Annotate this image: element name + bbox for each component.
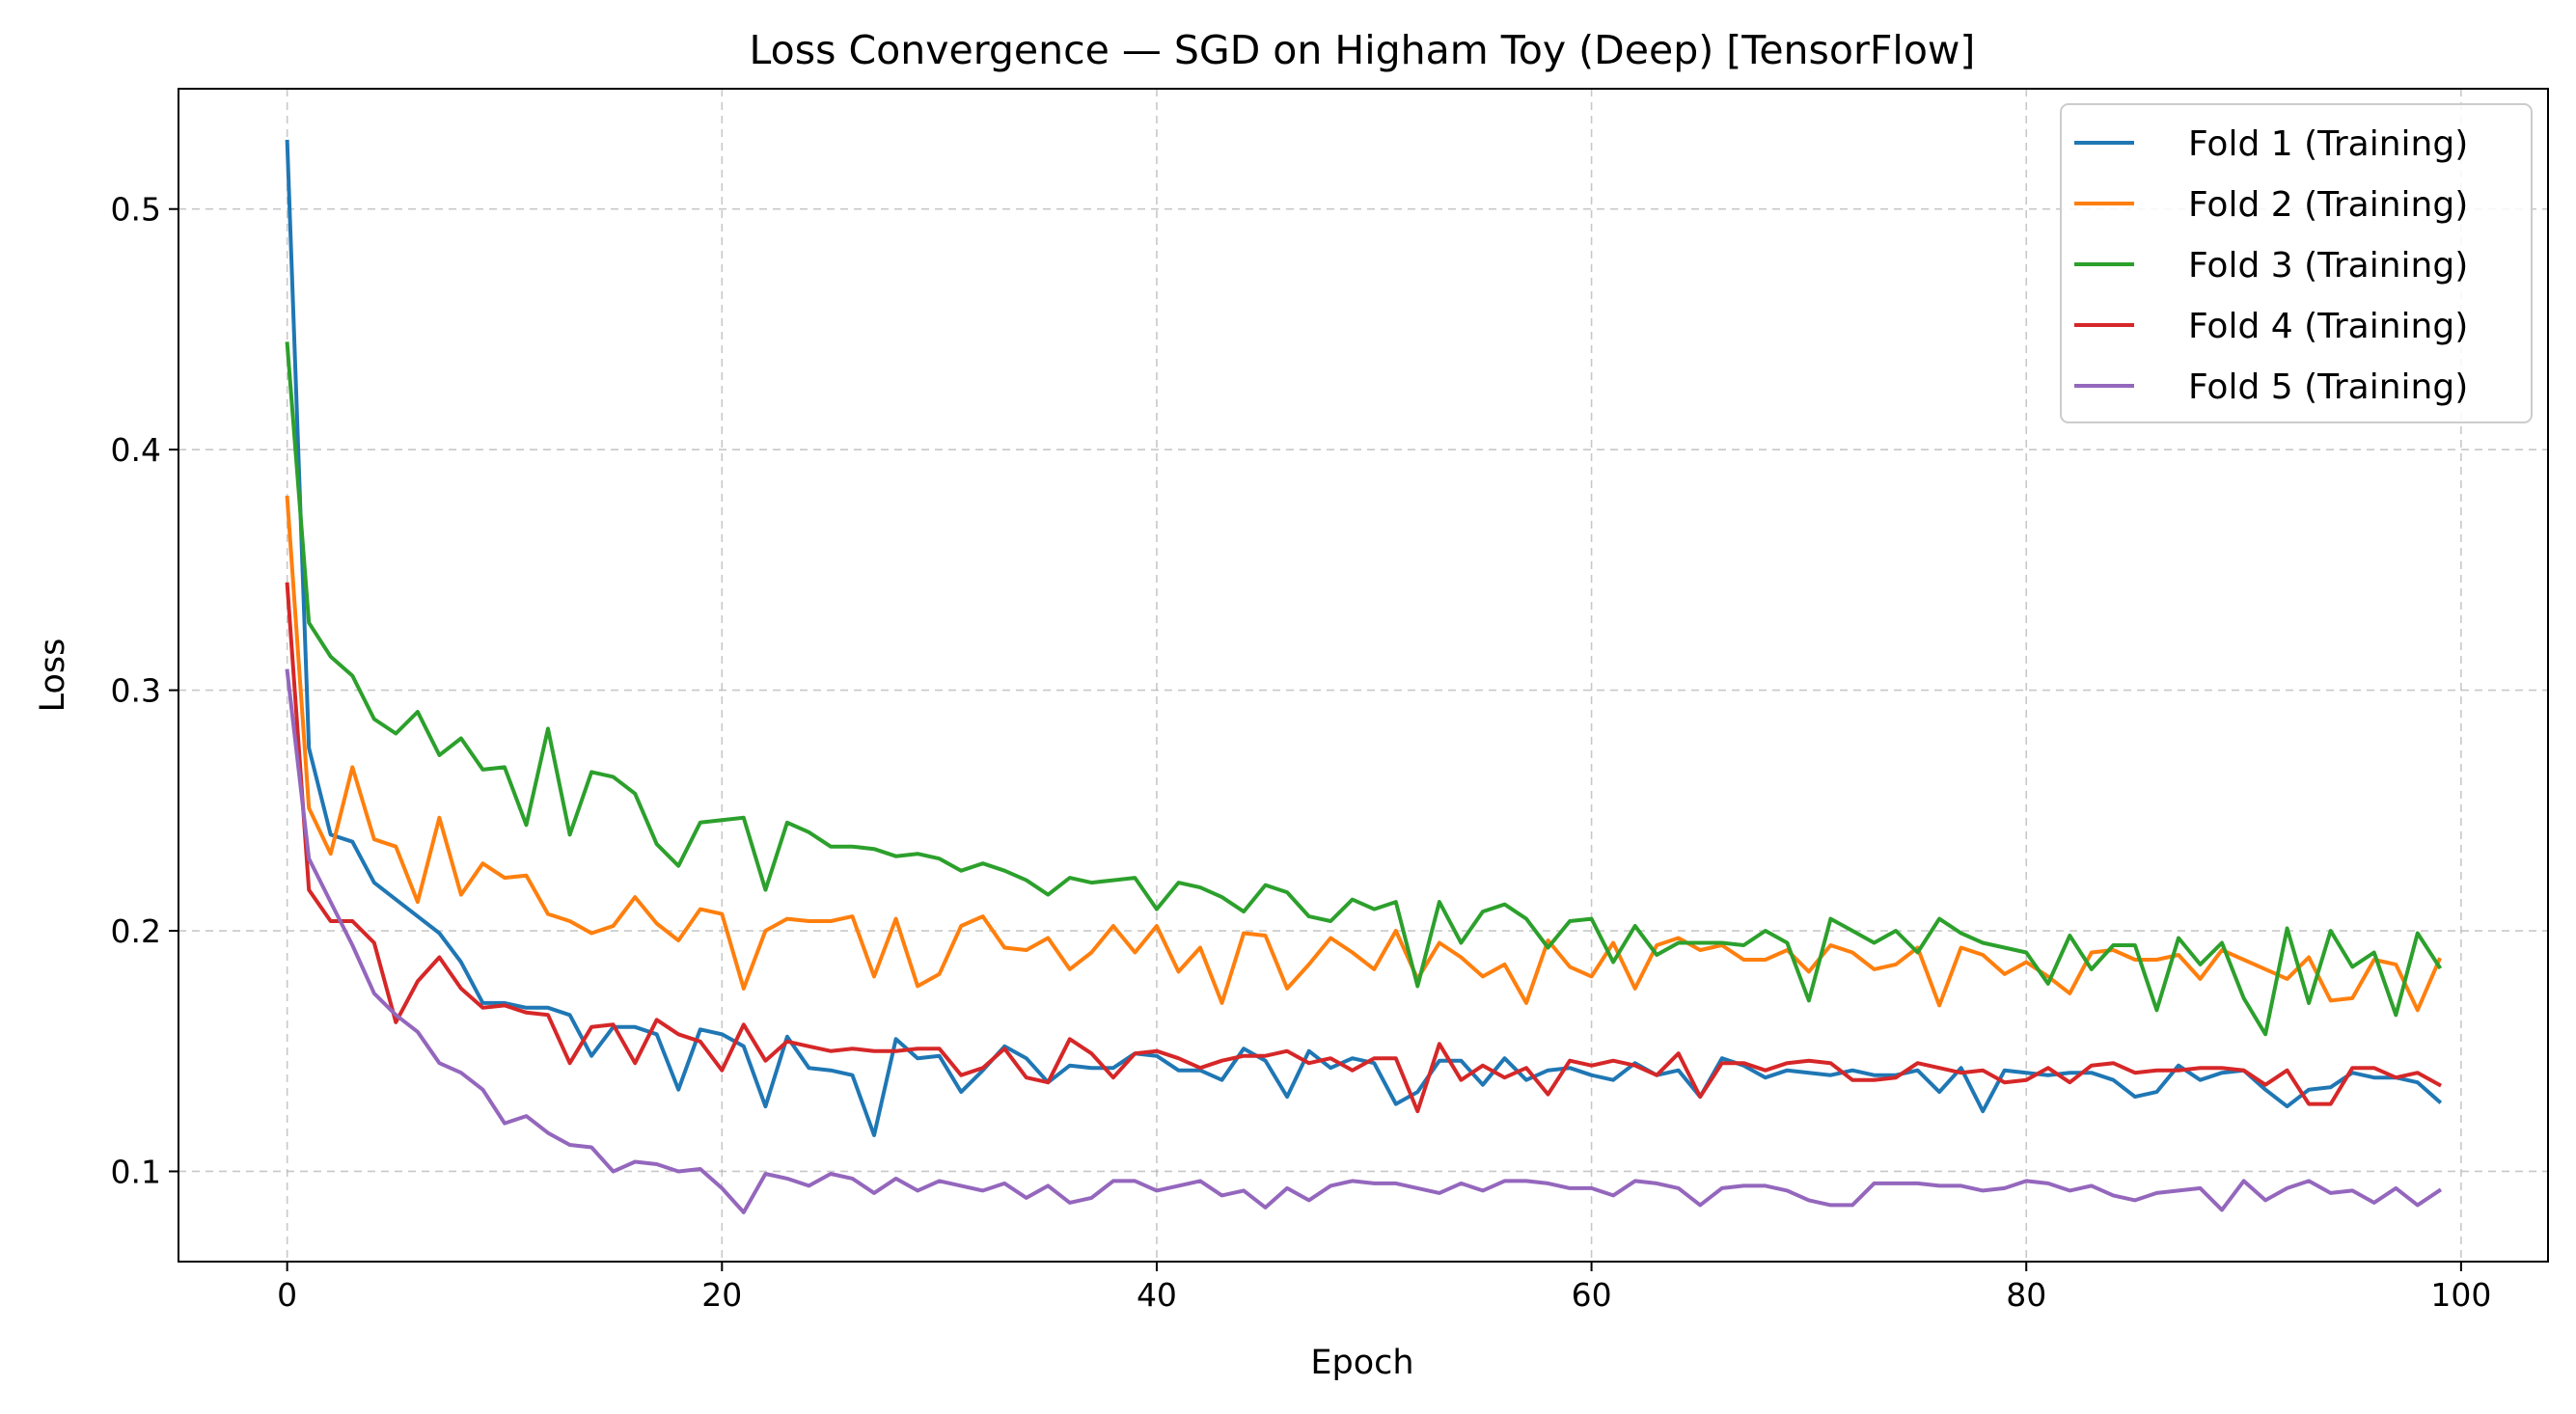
legend-label-fold-2: Fold 2 (Training) xyxy=(2188,185,2468,225)
axis-ticks: 0 20 40 60 80 100 0.1 0.2 0.3 0.4 0.5 xyxy=(111,191,2492,1314)
legend-label-fold-1: Fold 1 (Training) xyxy=(2188,124,2468,164)
y-tick-label: 0.1 xyxy=(111,1153,161,1190)
series-line-fold-4 xyxy=(285,582,2443,1114)
y-axis-title: Loss xyxy=(34,639,72,713)
y-tick-label: 0.5 xyxy=(111,191,161,229)
x-tick-label: 80 xyxy=(2006,1276,2046,1314)
y-tick-label: 0.3 xyxy=(111,672,161,710)
legend-label-fold-4: Fold 4 (Training) xyxy=(2188,307,2468,346)
x-tick-label: 0 xyxy=(277,1276,297,1314)
x-tick-label: 20 xyxy=(701,1276,742,1314)
plot-frame xyxy=(178,88,2549,1263)
x-tick-label: 100 xyxy=(2430,1276,2491,1314)
series-line-fold-3 xyxy=(285,341,2443,1037)
y-tick-label: 0.4 xyxy=(111,431,161,469)
legend: Fold 1 (Training) Fold 2 (Training) Fold 3… xyxy=(2060,103,2533,423)
x-tick-label: 60 xyxy=(1572,1276,1612,1314)
chart-title: Loss Convergence — SGD on Higham Toy (De… xyxy=(750,27,1976,73)
series-lines xyxy=(285,139,2443,1214)
x-tick-label: 40 xyxy=(1137,1276,1177,1314)
x-axis-title: Epoch xyxy=(1310,1344,1413,1382)
legend-label-fold-5: Fold 5 (Training) xyxy=(2188,367,2468,407)
series-line-fold-5 xyxy=(285,668,2443,1214)
legend-label-fold-3: Fold 3 (Training) xyxy=(2188,246,2468,286)
legend-box xyxy=(2060,103,2533,423)
y-tick-label: 0.2 xyxy=(111,912,161,950)
series-line-fold-2 xyxy=(285,495,2442,1013)
